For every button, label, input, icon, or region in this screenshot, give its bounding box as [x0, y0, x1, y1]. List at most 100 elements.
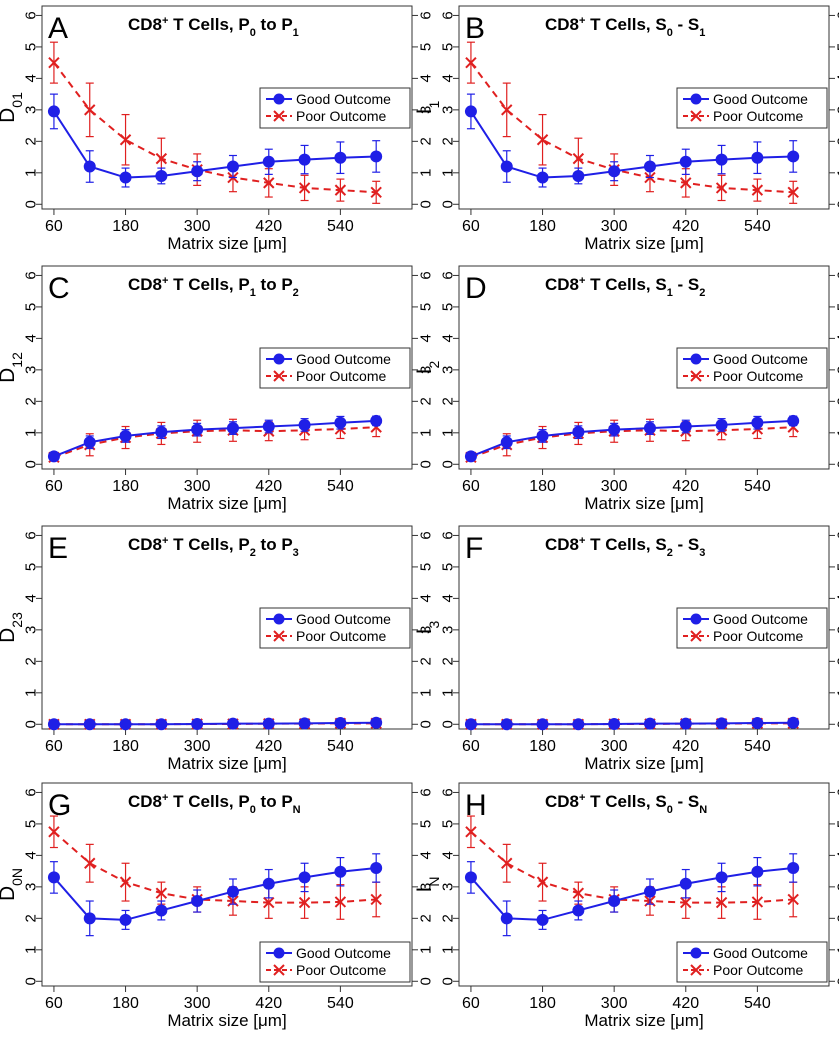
panel-letter: B: [465, 12, 485, 45]
y-tick-label-right: 5: [835, 820, 839, 828]
x-tick-label: 300: [601, 478, 628, 495]
y-tick-label-left: 3: [23, 883, 40, 891]
x-tick-label: 540: [744, 738, 771, 755]
title-mid: T Cells, S: [585, 275, 666, 294]
y-tick-label-right: 4: [418, 74, 435, 82]
data-point-good: [262, 877, 275, 890]
y-axis-label: D0N: [0, 868, 25, 901]
y-tick-label-left: 5: [440, 43, 457, 51]
panel-g: 0 0 1 1 2 2 3 3 4 4 5 5 6 6 60 180 300 420 540 Matrix size …: [0, 782, 435, 1030]
data-point-good: [119, 429, 132, 442]
y-tick-label-left: 5: [440, 303, 457, 311]
x-tick-label: 300: [601, 738, 628, 755]
data-point-good: [643, 422, 656, 435]
y-tick-label-right: 1: [418, 169, 435, 177]
data-point-good: [226, 885, 239, 898]
title-mid: T Cells, S: [585, 792, 666, 811]
data-point-good: [370, 150, 383, 163]
y-tick-label-right: 3: [835, 626, 839, 634]
legend-label-poor: Poor Outcome: [296, 962, 386, 978]
series-line-poor: [470, 831, 794, 904]
data-point-poor: [155, 887, 168, 899]
data-point-good: [334, 865, 347, 878]
y-tick-label-left: 1: [440, 169, 457, 177]
x-tick-label: 300: [601, 218, 628, 235]
x-axis-label: Matrix size [μm]: [584, 234, 703, 253]
x-tick-label: 300: [184, 738, 211, 755]
y-tick-label-right: 6: [418, 531, 435, 539]
data-point-good: [298, 717, 311, 730]
y-tick-label-left: 2: [440, 137, 457, 145]
y-axis-label-sub: 0N: [9, 868, 25, 886]
legend-marker-poor: [273, 964, 285, 976]
title-mid2: - S: [673, 792, 699, 811]
series-line-good: [470, 866, 794, 921]
x-tick-label: 60: [462, 218, 480, 235]
y-tick-label-right: 2: [418, 137, 435, 145]
y-tick-label-left: 5: [23, 820, 40, 828]
y-tick-label-right: 6: [835, 531, 839, 539]
y-axis-label-main: D: [0, 368, 19, 383]
y-tick-label-left: 3: [23, 106, 40, 114]
y-tick-label-right: 2: [835, 657, 839, 665]
y-tick-label-left: 0: [23, 977, 40, 985]
x-tick-label: 420: [255, 738, 282, 755]
data-point-poor: [787, 186, 799, 199]
x-tick-label: 60: [45, 218, 63, 235]
data-point-good: [572, 718, 585, 731]
title-sub1: 1: [667, 287, 673, 299]
y-tick-label-right: 4: [835, 74, 839, 82]
panel-letter: A: [48, 12, 68, 45]
title-main: CD8: [128, 275, 162, 294]
x-tick-label: 180: [112, 478, 139, 495]
title-mid2: to P: [256, 275, 293, 294]
y-tick-label-left: 2: [23, 397, 40, 405]
data-point-good: [155, 904, 168, 917]
panel-letter: C: [48, 272, 70, 305]
data-point-poor: [751, 184, 764, 196]
panel-letter: D: [465, 272, 487, 305]
legend-label-good: Good Outcome: [296, 611, 391, 627]
y-tick-label-left: 1: [23, 689, 40, 697]
data-point-good: [715, 418, 728, 431]
series-line-good: [470, 721, 794, 726]
x-tick-label: 540: [327, 995, 354, 1012]
data-point-poor: [48, 56, 60, 69]
legend-label-good: Good Outcome: [296, 91, 391, 107]
data-point-good: [751, 865, 764, 878]
y-axis-label-main: I: [413, 628, 436, 634]
legend-box: [259, 87, 411, 129]
title-sup: +: [162, 15, 168, 27]
y-tick-label-right: 6: [835, 271, 839, 279]
data-point-poor: [572, 152, 585, 165]
y-axis-label-sub: 23: [9, 612, 25, 628]
data-point-good: [298, 418, 311, 431]
x-tick-label: 420: [672, 478, 699, 495]
data-point-poor: [572, 887, 585, 899]
data-point-good: [500, 912, 513, 925]
legend-label-poor: Poor Outcome: [296, 628, 386, 644]
y-tick-label-left: 0: [440, 720, 457, 728]
title-mid: T Cells, P: [168, 275, 249, 294]
x-tick-label: 420: [255, 995, 282, 1012]
title-sup: +: [162, 275, 168, 287]
data-point-good: [334, 151, 347, 164]
data-point-good: [83, 912, 96, 925]
x-tick-label: 60: [462, 738, 480, 755]
data-point-poor: [263, 177, 275, 189]
y-tick-label-left: 6: [440, 788, 457, 796]
title-mid2: - S: [673, 15, 699, 34]
data-point-good: [226, 717, 239, 730]
y-tick-label-left: 5: [23, 303, 40, 311]
data-point-good: [298, 871, 311, 884]
legend-marker-good: [273, 613, 285, 625]
legend-label-good: Good Outcome: [713, 351, 808, 367]
panel-title: CD8+ T Cells, S2 - S3: [545, 535, 705, 559]
data-point-poor: [787, 893, 799, 906]
x-tick-label: 180: [529, 478, 556, 495]
legend-marker-poor: [273, 630, 285, 642]
title-sub1: 1: [250, 287, 256, 299]
y-axis-label-sub: N: [426, 877, 442, 887]
